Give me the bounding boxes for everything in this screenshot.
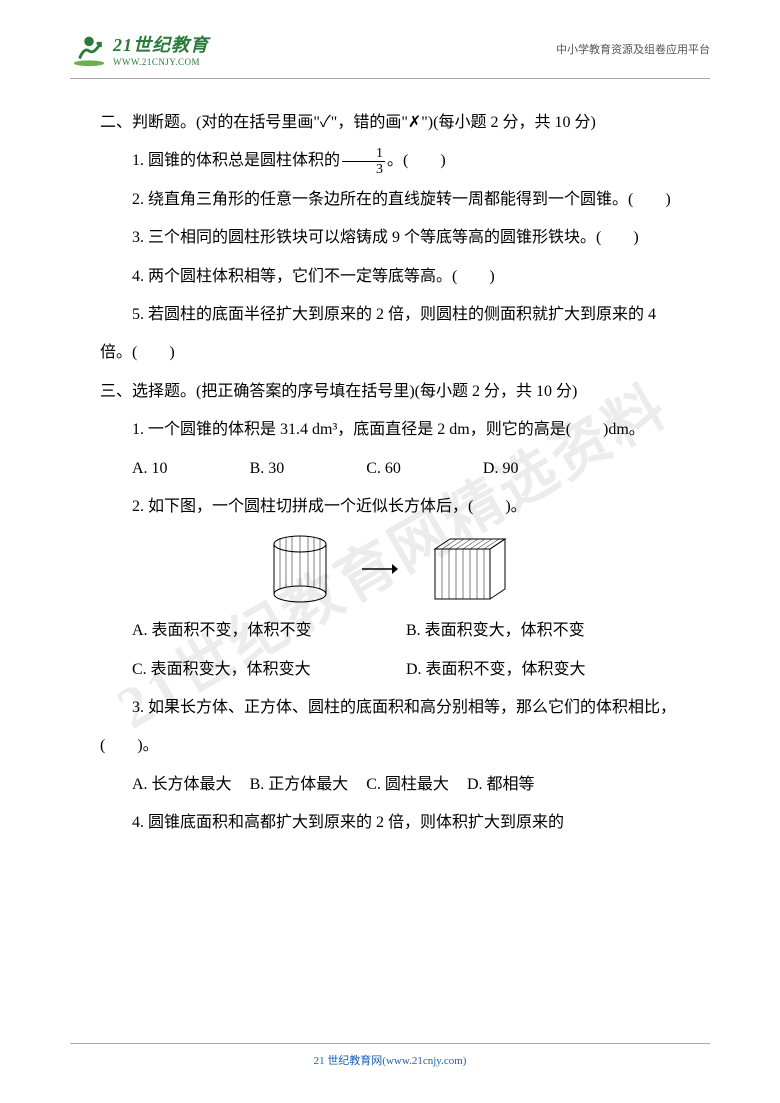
s3-q1-opt-d: D. 90 bbox=[451, 450, 519, 488]
content: 二、判断题。(对的在括号里画"✓"，错的画"✗")(每小题 2 分，共 10 分… bbox=[0, 104, 780, 843]
s2-q4: 4. 两个圆柱体积相等，它们不一定等底等高。( ) bbox=[100, 258, 680, 296]
header-divider bbox=[70, 78, 710, 79]
s3-q2-opt-c: C. 表面积变大，体积变大 bbox=[132, 651, 406, 689]
s3-q3-opt-a: A. 长方体最大 bbox=[132, 766, 232, 804]
header-right-text: 中小学教育资源及组卷应用平台 bbox=[556, 41, 710, 57]
s2-q3: 3. 三个相同的圆柱形铁块可以熔铸成 9 个等底等高的圆锥形铁块。( ) bbox=[100, 219, 680, 257]
footer-divider bbox=[70, 1043, 710, 1044]
logo-title: 21世纪教育 bbox=[113, 31, 209, 57]
frac-den: 3 bbox=[342, 162, 385, 177]
s2-q2: 2. 绕直角三角形的任意一条边所在的直线旋转一周都能得到一个圆锥。( ) bbox=[100, 181, 680, 219]
s3-q2-opt-a: A. 表面积不变，体积不变 bbox=[132, 612, 406, 650]
logo-section: 21世纪教育 WWW.21CNJY.COM bbox=[70, 30, 209, 68]
s3-q1-opt-a: A. 10 bbox=[100, 450, 168, 488]
fraction-1-3: 13 bbox=[342, 146, 385, 178]
section2-title: 二、判断题。(对的在括号里画"✓"，错的画"✗")(每小题 2 分，共 10 分… bbox=[100, 104, 680, 142]
logo-icon bbox=[70, 30, 108, 68]
s3-q1-opt-b: B. 30 bbox=[218, 450, 285, 488]
cuboid-icon bbox=[430, 534, 510, 604]
s3-q3-opt-d: D. 都相等 bbox=[467, 766, 535, 804]
frac-num: 1 bbox=[342, 146, 385, 162]
s2-q1-post: 。( ) bbox=[387, 152, 446, 169]
page-footer: 21 世纪教育网(www.21cnjy.com) bbox=[0, 1043, 780, 1068]
cylinder-to-cuboid-diagram bbox=[100, 534, 680, 604]
s3-q3-options: A. 长方体最大 B. 正方体最大 C. 圆柱最大 D. 都相等 bbox=[100, 766, 680, 804]
arrow-right-icon bbox=[360, 559, 400, 579]
s3-q3-opt-b: B. 正方体最大 bbox=[250, 766, 349, 804]
logo-text: 21世纪教育 WWW.21CNJY.COM bbox=[113, 31, 209, 67]
s3-q2-options-row1: A. 表面积不变，体积不变 B. 表面积变大，体积不变 bbox=[100, 612, 680, 650]
section3-title: 三、选择题。(把正确答案的序号填在括号里)(每小题 2 分，共 10 分) bbox=[100, 373, 680, 411]
s3-q4: 4. 圆锥底面积和高都扩大到原来的 2 倍，则体积扩大到原来的 bbox=[100, 804, 680, 842]
page-header: 21世纪教育 WWW.21CNJY.COM 中小学教育资源及组卷应用平台 bbox=[0, 0, 780, 78]
s3-q2: 2. 如下图，一个圆柱切拼成一个近似长方体后，( )。 bbox=[100, 488, 680, 526]
s3-q2-options-row2: C. 表面积变大，体积变大 D. 表面积不变，体积变大 bbox=[100, 651, 680, 689]
s3-q2-opt-b: B. 表面积变大，体积不变 bbox=[406, 612, 680, 650]
footer-text: 21 世纪教育网(www.21cnjy.com) bbox=[314, 1055, 467, 1067]
s3-q3-opt-c: C. 圆柱最大 bbox=[366, 766, 449, 804]
logo-url: WWW.21CNJY.COM bbox=[113, 57, 209, 67]
s3-q1-opt-c: C. 60 bbox=[334, 450, 401, 488]
s3-q2-opt-d: D. 表面积不变，体积变大 bbox=[406, 651, 680, 689]
s3-q1-options: A. 10 B. 30 C. 60 D. 90 bbox=[100, 450, 680, 488]
s2-q5: 5. 若圆柱的底面半径扩大到原来的 2 倍，则圆柱的侧面积就扩大到原来的 4 倍… bbox=[100, 296, 680, 373]
s3-q1: 1. 一个圆锥的体积是 31.4 dm³，底面直径是 2 dm，则它的高是( )… bbox=[100, 411, 680, 449]
s2-q1-pre: 1. 圆锥的体积总是圆柱体积的 bbox=[132, 152, 340, 169]
s2-q1: 1. 圆锥的体积总是圆柱体积的13。( ) bbox=[100, 142, 680, 180]
cylinder-icon bbox=[270, 534, 330, 604]
s3-q3: 3. 如果长方体、正方体、圆柱的底面积和高分别相等，那么它们的体积相比，( )。 bbox=[100, 689, 680, 766]
